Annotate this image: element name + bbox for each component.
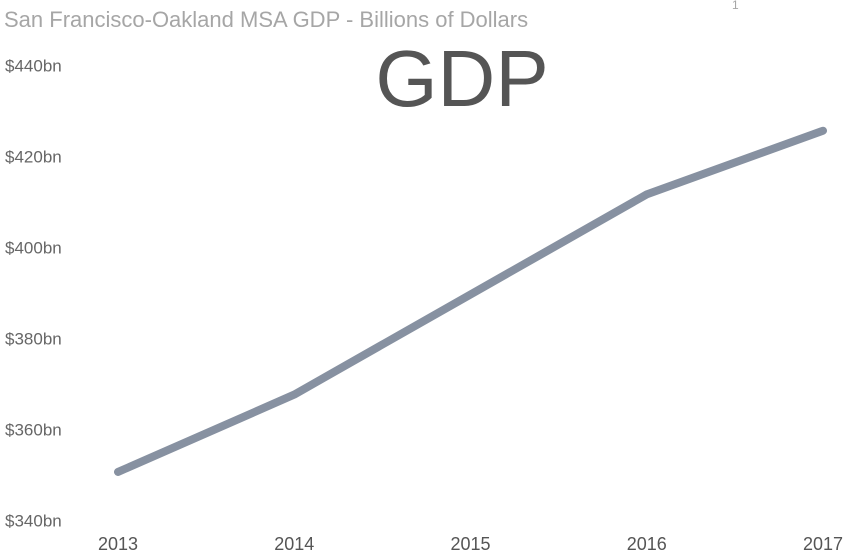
y-tick-label: $420bn: [5, 147, 62, 166]
chart-title: San Francisco-Oakland MSA GDP - Billions…: [4, 7, 528, 32]
y-tick-label: $340bn: [5, 511, 62, 530]
x-tick-label: 2015: [450, 534, 490, 554]
x-tick-label: 2017: [803, 534, 843, 554]
y-tick-label: $380bn: [5, 329, 62, 348]
y-tick-label: $360bn: [5, 420, 62, 439]
x-tick-label: 2014: [274, 534, 314, 554]
title-note: 1: [732, 0, 739, 12]
y-tick-label: $440bn: [5, 56, 62, 75]
y-tick-label: $400bn: [5, 238, 62, 257]
annotation: GDP: [375, 34, 548, 123]
x-tick-label: 2013: [98, 534, 138, 554]
line: [114, 126, 827, 476]
x-tick-label: 2016: [627, 534, 667, 554]
